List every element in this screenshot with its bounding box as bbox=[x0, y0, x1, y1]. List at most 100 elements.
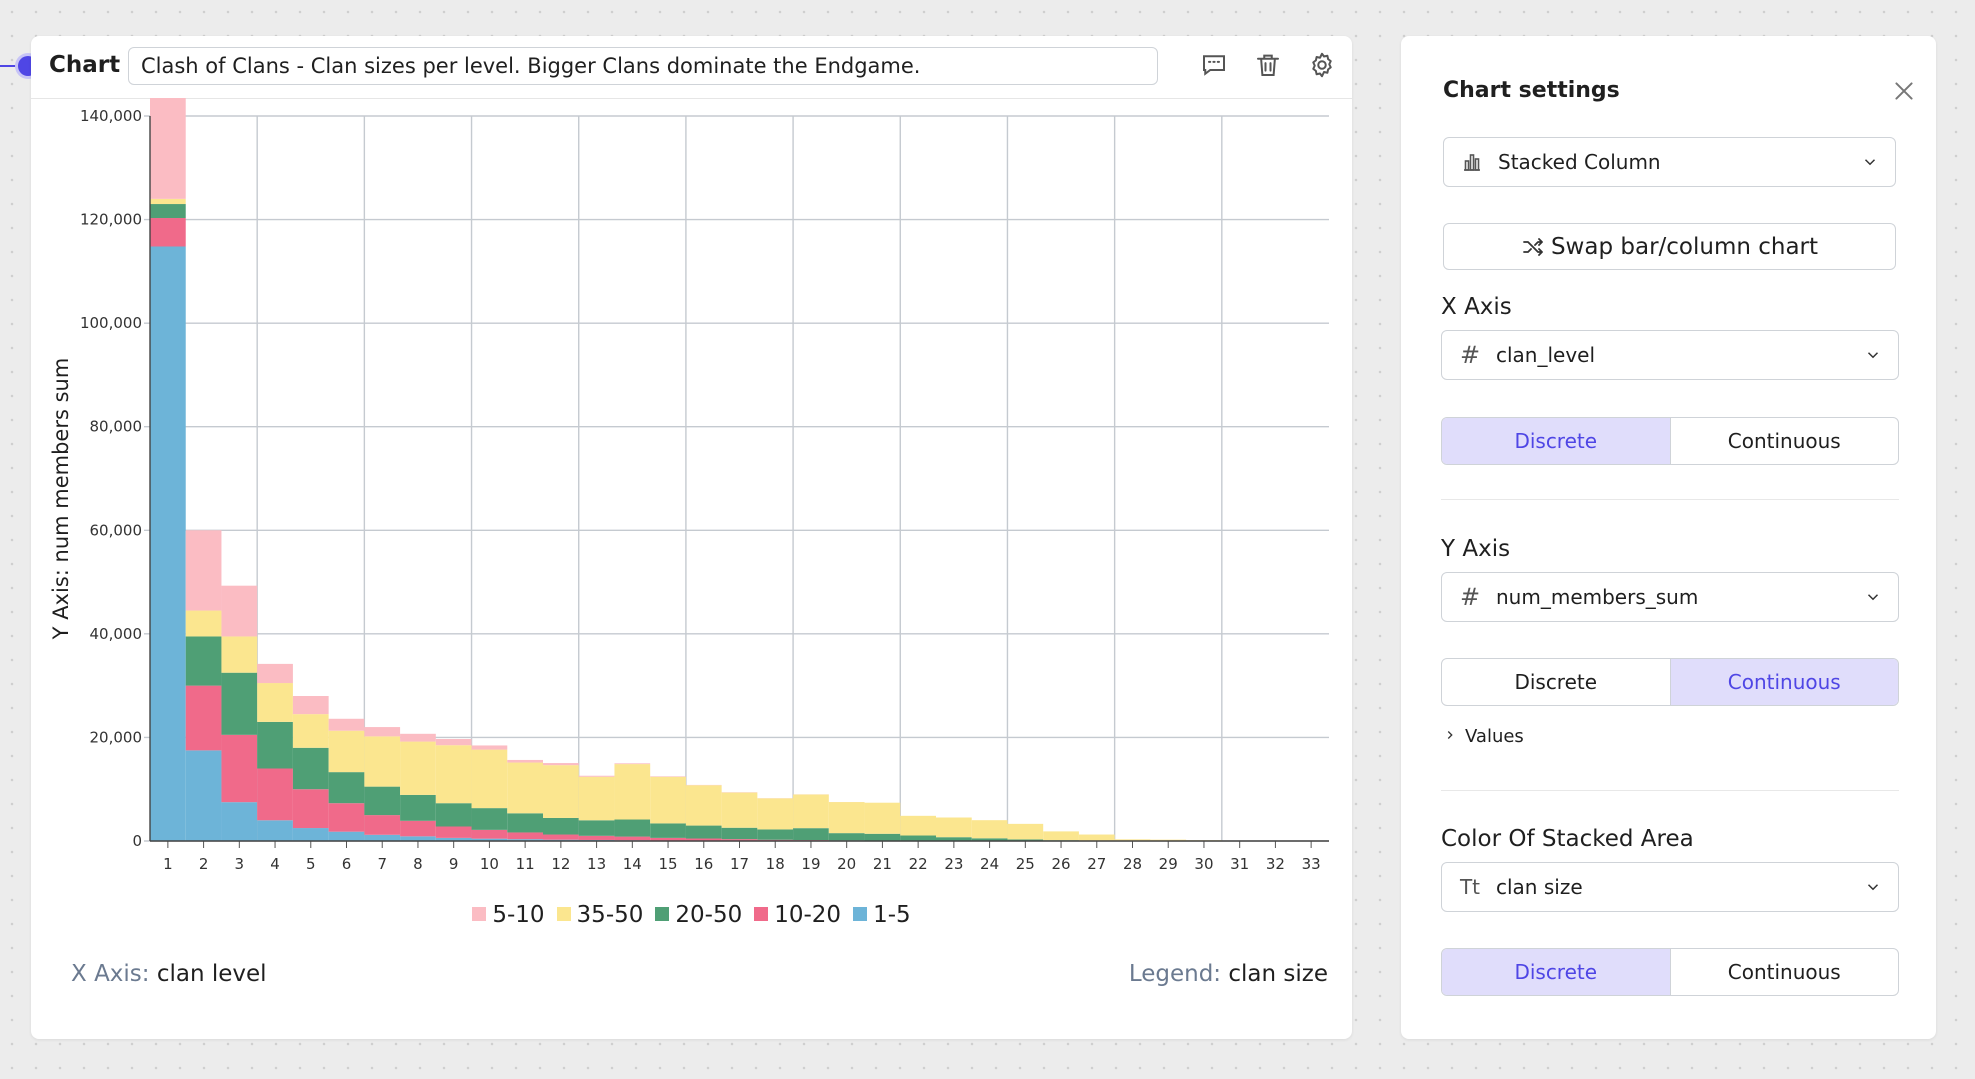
x-tick-label: 30 bbox=[1194, 855, 1213, 873]
x-tick-label: 8 bbox=[413, 855, 423, 873]
chevron-down-icon bbox=[1867, 884, 1879, 891]
bar-segment bbox=[721, 792, 758, 828]
bar-segment bbox=[221, 802, 258, 841]
bar-segment bbox=[257, 721, 293, 769]
x-axis-continuous-button[interactable]: Continuous bbox=[1669, 418, 1899, 464]
x-tick-label: 24 bbox=[980, 855, 999, 873]
x-tick-label: 15 bbox=[658, 855, 677, 873]
bar-segment bbox=[150, 198, 186, 205]
bar-segment bbox=[614, 819, 651, 837]
bar-segment bbox=[364, 815, 401, 835]
bar-segment bbox=[685, 825, 722, 839]
y-tick-label: 20,000 bbox=[90, 728, 143, 746]
bar-segment bbox=[435, 837, 472, 841]
x-tick-label: 13 bbox=[587, 855, 606, 873]
bar-segment bbox=[185, 530, 222, 611]
x-axis-discrete-button[interactable]: Discrete bbox=[1442, 418, 1670, 464]
close-icon[interactable] bbox=[1891, 78, 1917, 104]
bar-segment bbox=[292, 789, 329, 829]
bar-segment bbox=[400, 733, 436, 742]
trash-icon[interactable] bbox=[1253, 50, 1283, 80]
bar-segment bbox=[864, 802, 901, 834]
x-tick-label: 27 bbox=[1087, 855, 1106, 873]
y-tick-label: 0 bbox=[132, 832, 142, 850]
bar-segment bbox=[150, 218, 186, 247]
shuffle-icon bbox=[1523, 237, 1543, 256]
bar-segment bbox=[1078, 834, 1115, 841]
bar-segment bbox=[471, 838, 508, 841]
bar-segment bbox=[221, 672, 258, 735]
connector-line bbox=[0, 65, 22, 67]
y-axis-field-select[interactable]: # num_members_sum bbox=[1441, 572, 1899, 622]
bar-segment bbox=[221, 585, 258, 637]
comment-icon[interactable] bbox=[1199, 50, 1229, 80]
bar-segment bbox=[685, 785, 722, 826]
y-tick-label: 60,000 bbox=[90, 521, 143, 539]
number-field-icon: # bbox=[1459, 341, 1481, 369]
x-tick-label: 31 bbox=[1230, 855, 1249, 873]
bar-segment bbox=[364, 727, 401, 737]
bar-segment bbox=[1043, 831, 1079, 841]
legend-swatch bbox=[655, 907, 670, 921]
chart-type-select[interactable]: Stacked Column bbox=[1443, 137, 1896, 187]
bar-segment bbox=[292, 714, 329, 748]
bar-segment bbox=[435, 745, 472, 804]
color-field-select[interactable]: Tt clan size bbox=[1441, 862, 1899, 912]
y-axis-discrete-button[interactable]: Discrete bbox=[1514, 670, 1598, 694]
bar-segment bbox=[578, 835, 615, 840]
y-axis-label: Y Axis: num members sum bbox=[49, 358, 73, 641]
bar-segment bbox=[507, 839, 543, 841]
x-tick-label: 12 bbox=[551, 855, 570, 873]
bar-segment bbox=[1114, 839, 1151, 841]
y-axis-continuous-button[interactable]: Continuous bbox=[1669, 659, 1898, 705]
bar-segment bbox=[543, 817, 579, 835]
bar-segment bbox=[400, 794, 436, 821]
x-tick-label: 9 bbox=[449, 855, 459, 873]
color-scale-toggle: Discrete Continuous bbox=[1441, 948, 1899, 996]
legend-label: 5-10 bbox=[492, 902, 545, 928]
bar-segment bbox=[435, 738, 472, 746]
x-tick-label: 10 bbox=[480, 855, 499, 873]
chevron-down-icon bbox=[1867, 352, 1879, 359]
swap-chart-button[interactable]: Swap bar/column chart bbox=[1443, 223, 1896, 270]
x-tick-label: 3 bbox=[235, 855, 245, 873]
bar-segment bbox=[221, 636, 258, 673]
bar-segment bbox=[721, 827, 758, 840]
legend-label: 10-20 bbox=[774, 902, 842, 928]
chart-legend: 5-10 35-50 20-50 10-20 1-5 bbox=[31, 902, 1352, 928]
bar-segment bbox=[650, 823, 686, 838]
x-tick-label: 2 bbox=[199, 855, 209, 873]
legend-caption: Legend: clan size bbox=[1129, 961, 1328, 987]
color-continuous-button[interactable]: Continuous bbox=[1669, 949, 1899, 995]
x-tick-label: 33 bbox=[1302, 855, 1321, 873]
chart-label: Chart bbox=[49, 52, 121, 78]
bar-segment bbox=[721, 839, 758, 841]
bar-segment bbox=[471, 808, 508, 830]
bar-segment bbox=[292, 696, 329, 715]
x-tick-label: 7 bbox=[377, 855, 387, 873]
bar-segment bbox=[578, 776, 615, 821]
chart-settings-panel: Chart settings Stacked Column Swap bar/c… bbox=[1401, 36, 1936, 1039]
x-tick-label: 18 bbox=[766, 855, 785, 873]
bar-segment bbox=[400, 836, 436, 841]
bar-segment bbox=[292, 828, 329, 841]
values-expander[interactable]: Values bbox=[1443, 726, 1524, 747]
x-tick-label: 4 bbox=[270, 855, 280, 873]
bar-segment bbox=[328, 772, 365, 804]
gear-icon[interactable] bbox=[1307, 50, 1337, 80]
bar-segment bbox=[507, 762, 543, 814]
bar-segment bbox=[864, 833, 901, 841]
y-axis-scale-toggle: Discrete Continuous bbox=[1441, 658, 1899, 706]
chart-title-input[interactable] bbox=[128, 47, 1158, 85]
bar-segment bbox=[614, 763, 651, 765]
bar-segment bbox=[435, 803, 472, 827]
bar-segment bbox=[328, 718, 365, 731]
color-discrete-button[interactable]: Discrete bbox=[1442, 949, 1670, 995]
bar-segment bbox=[507, 759, 543, 763]
y-tick-label: 140,000 bbox=[80, 107, 142, 125]
bar-segment bbox=[900, 815, 936, 836]
swap-chart-label: Swap bar/column chart bbox=[1550, 233, 1819, 260]
bar-segment bbox=[185, 685, 222, 751]
bar-segment bbox=[364, 834, 401, 841]
x-axis-field-select[interactable]: # clan_level bbox=[1441, 330, 1899, 380]
